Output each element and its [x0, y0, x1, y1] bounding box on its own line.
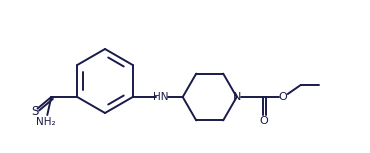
Text: O: O	[278, 92, 287, 102]
Text: HN: HN	[153, 92, 168, 102]
Text: N: N	[232, 92, 241, 102]
Text: S: S	[31, 105, 38, 118]
Text: NH₂: NH₂	[37, 117, 56, 127]
Text: O: O	[260, 116, 269, 126]
